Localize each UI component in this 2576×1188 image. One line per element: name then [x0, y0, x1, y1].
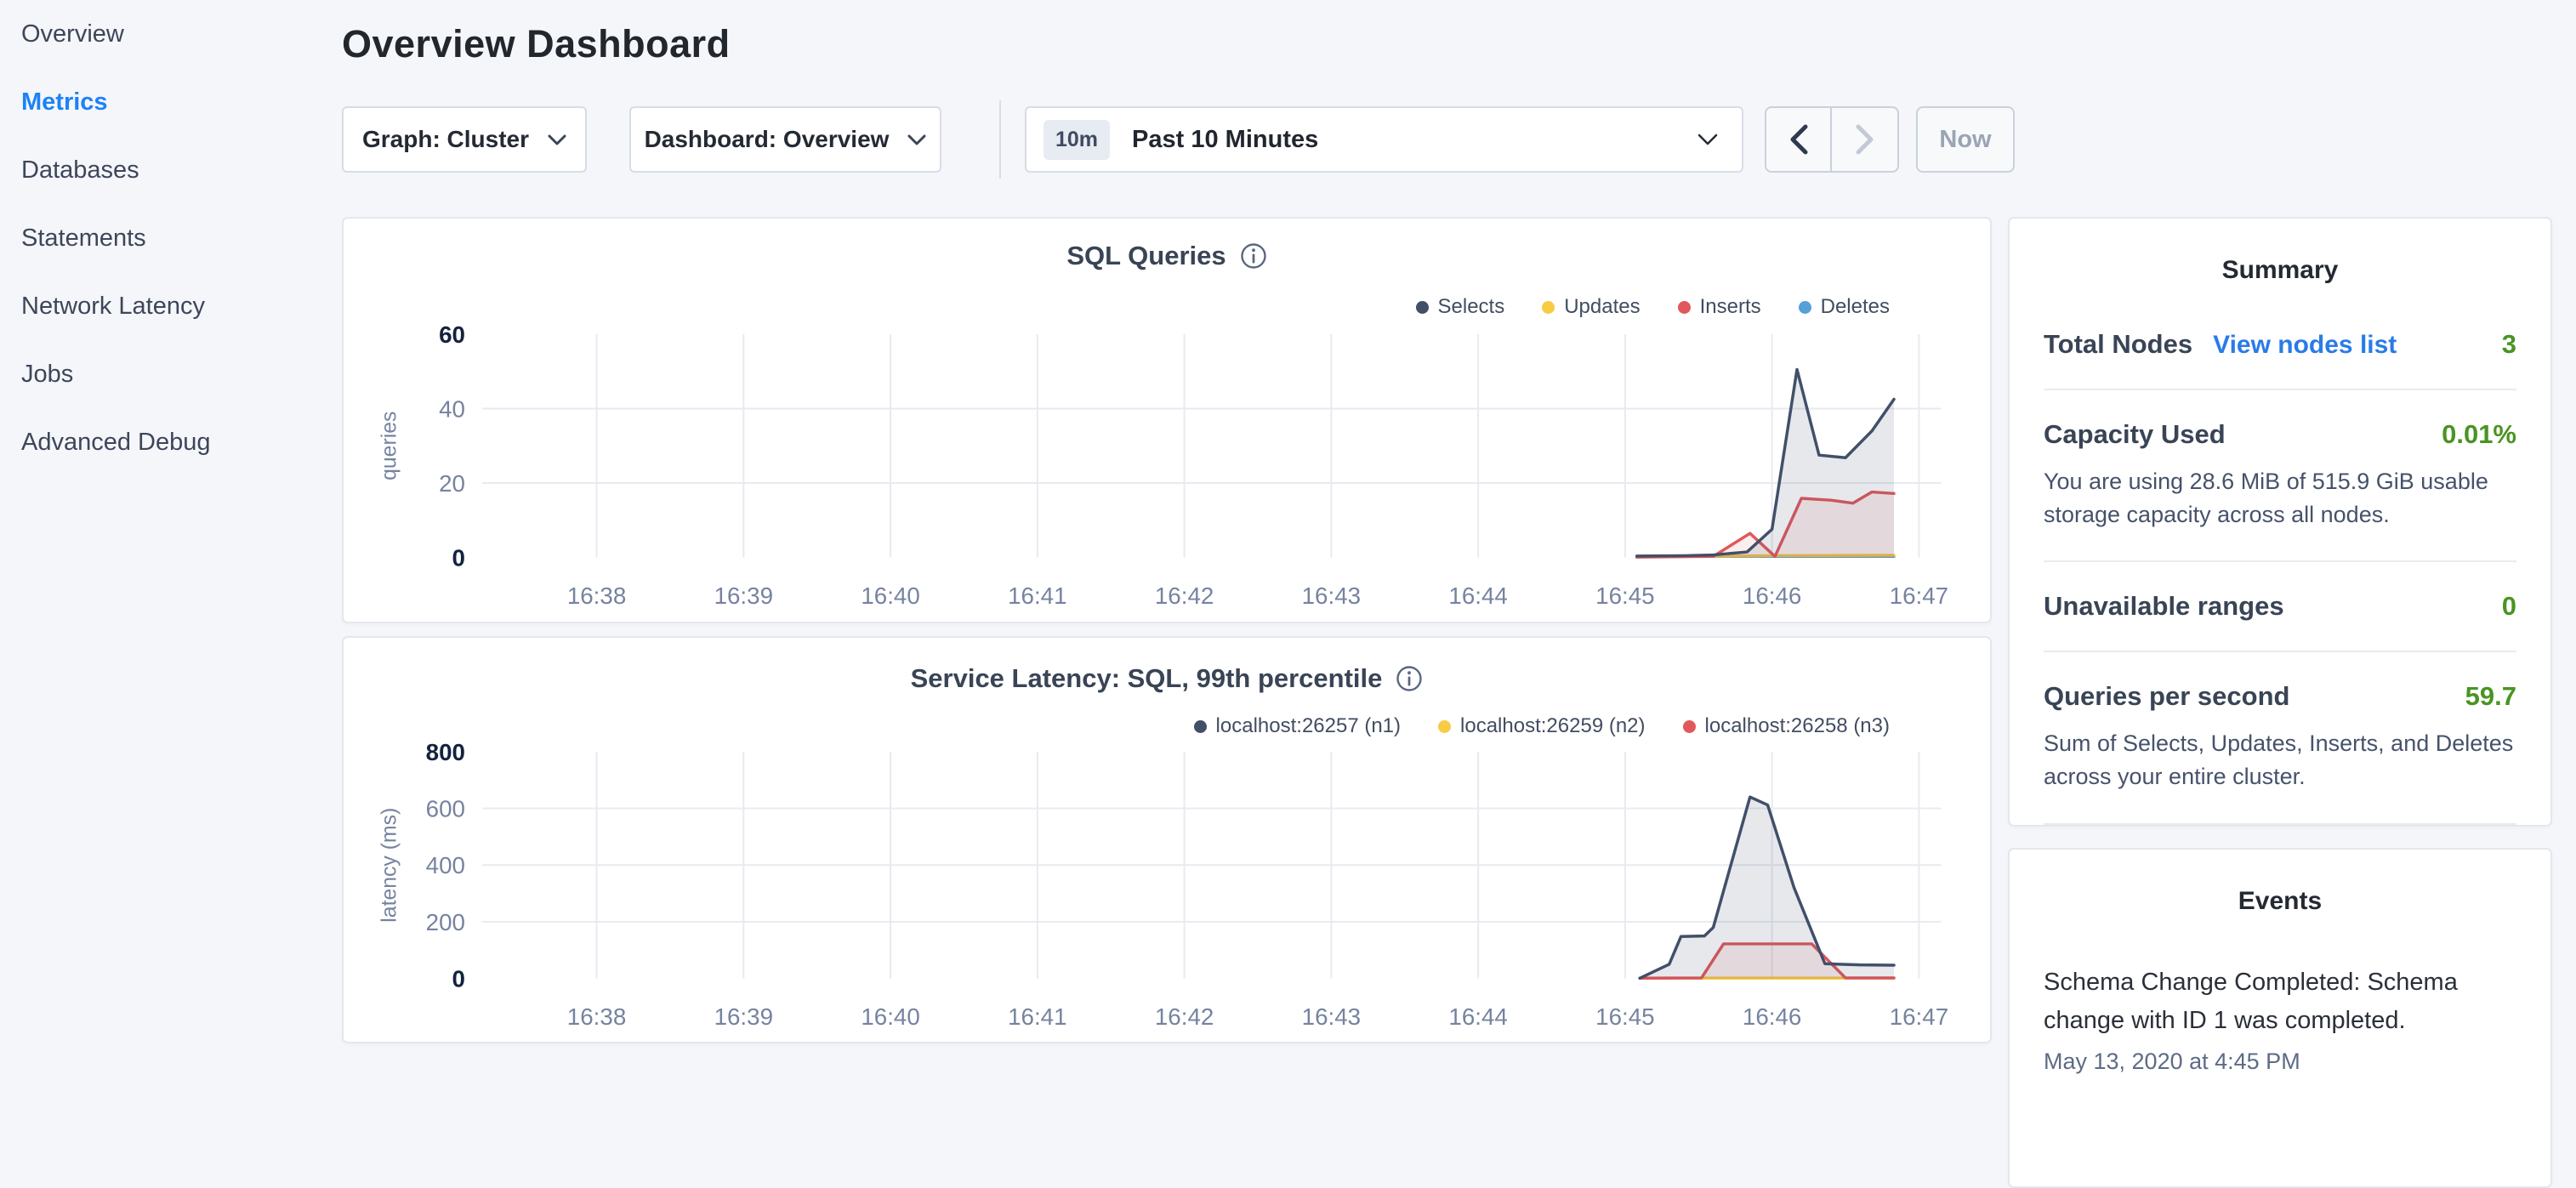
- events-title: Events: [2010, 850, 2550, 916]
- svg-text:200: 200: [426, 909, 465, 935]
- dashboard-dropdown-label: Dashboard: Overview: [645, 126, 890, 153]
- chevron-down-icon: [548, 134, 566, 145]
- chevron-down-icon: [907, 134, 926, 145]
- svg-text:16:41: 16:41: [1008, 583, 1066, 609]
- queries-per-second-value: 59.7: [2465, 681, 2516, 712]
- sidebar-item-advanced-debug[interactable]: Advanced Debug: [21, 408, 211, 476]
- queries-per-second-description: Sum of Selects, Updates, Inserts, and De…: [2044, 727, 2516, 793]
- svg-text:latency (ms): latency (ms): [378, 808, 401, 923]
- event-timestamp: May 13, 2020 at 4:45 PM: [2044, 1049, 2516, 1075]
- chevron-right-icon: [1856, 124, 1874, 155]
- svg-text:16:38: 16:38: [567, 1003, 626, 1030]
- summary-row-total-nodes: Total Nodes View nodes list 3: [2044, 329, 2516, 360]
- controls-divider: [999, 100, 1001, 179]
- divider: [2044, 389, 2516, 390]
- svg-text:16:43: 16:43: [1302, 583, 1361, 609]
- svg-text:16:39: 16:39: [714, 1003, 773, 1030]
- sidebar-item-databases[interactable]: Databases: [21, 136, 139, 204]
- unavailable-ranges-value: 0: [2502, 591, 2516, 622]
- summary-row-queries-per-second: Queries per second 59.7 Sum of Selects, …: [2044, 681, 2516, 793]
- capacity-used-description: You are using 28.6 MiB of 515.9 GiB usab…: [2044, 465, 2516, 531]
- time-step-forward-button[interactable]: [1832, 108, 1897, 171]
- svg-text:400: 400: [426, 852, 465, 878]
- svg-text:16:39: 16:39: [714, 583, 773, 609]
- now-button[interactable]: Now: [1916, 106, 2015, 173]
- summary-panel: Summary Total Nodes View nodes list 3 Ca…: [2008, 217, 2552, 827]
- capacity-used-value: 0.01%: [2442, 419, 2516, 450]
- svg-text:16:46: 16:46: [1743, 1003, 1801, 1030]
- svg-text:800: 800: [426, 739, 465, 765]
- time-step-back-button[interactable]: [1766, 108, 1832, 171]
- time-range-badge: 10m: [1043, 120, 1110, 160]
- svg-text:16:42: 16:42: [1155, 1003, 1214, 1030]
- svg-text:0: 0: [452, 966, 465, 992]
- svg-text:16:41: 16:41: [1008, 1003, 1066, 1030]
- svg-text:0: 0: [452, 545, 465, 571]
- divider: [2044, 823, 2516, 825]
- svg-text:60: 60: [439, 321, 465, 348]
- divider: [2044, 560, 2516, 562]
- summary-title: Summary: [2010, 219, 2550, 285]
- total-nodes-value: 3: [2502, 329, 2516, 360]
- svg-text:16:46: 16:46: [1743, 583, 1801, 609]
- time-range-label: Past 10 Minutes: [1132, 126, 1697, 154]
- divider: [2044, 651, 2516, 652]
- page-title: Overview Dashboard: [342, 22, 731, 66]
- sidebar-item-overview[interactable]: Overview: [21, 0, 124, 68]
- svg-text:queries: queries: [378, 412, 401, 480]
- svg-text:16:44: 16:44: [1448, 1003, 1507, 1030]
- svg-text:20: 20: [439, 470, 465, 497]
- svg-text:600: 600: [426, 795, 465, 821]
- sidebar-item-network-latency[interactable]: Network Latency: [21, 272, 205, 340]
- service-latency-plot[interactable]: 16:38 16:39 16:40 16:41 16:42 16:43 16:44 16:45…: [344, 638, 1990, 1042]
- svg-text:16:45: 16:45: [1595, 1003, 1654, 1030]
- svg-text:16:43: 16:43: [1302, 1003, 1361, 1030]
- sidebar-item-jobs[interactable]: Jobs: [21, 340, 73, 408]
- summary-row-capacity-used: Capacity Used 0.01% You are using 28.6 M…: [2044, 419, 2516, 531]
- graph-scope-dropdown-label: Graph: Cluster: [362, 126, 529, 153]
- graph-scope-dropdown[interactable]: Graph: Cluster: [342, 106, 587, 173]
- svg-text:40: 40: [439, 395, 465, 422]
- service-latency-chart-card: Service Latency: SQL, 99th percentile lo…: [342, 636, 1992, 1043]
- event-list-item[interactable]: Schema Change Completed: Schema change w…: [2044, 963, 2516, 1075]
- sidebar-item-statements[interactable]: Statements: [21, 204, 146, 272]
- svg-text:16:42: 16:42: [1155, 583, 1214, 609]
- chevron-down-icon: [1697, 134, 1718, 145]
- svg-text:16:40: 16:40: [861, 583, 919, 609]
- time-range-selector[interactable]: 10m Past 10 Minutes: [1025, 106, 1743, 173]
- events-panel: Events Schema Change Completed: Schema c…: [2008, 848, 2552, 1188]
- time-step-buttons: [1765, 106, 1899, 173]
- event-message: Schema Change Completed: Schema change w…: [2044, 963, 2516, 1040]
- svg-text:16:38: 16:38: [567, 583, 626, 609]
- summary-row-unavailable-ranges: Unavailable ranges 0: [2044, 591, 2516, 622]
- svg-text:16:45: 16:45: [1595, 583, 1654, 609]
- svg-text:16:40: 16:40: [861, 1003, 919, 1030]
- svg-text:16:44: 16:44: [1448, 583, 1507, 609]
- view-nodes-list-link[interactable]: View nodes list: [2213, 331, 2397, 360]
- chevron-left-icon: [1789, 124, 1808, 155]
- sql-queries-chart-card: SQL Queries Selects Updates Inserts Dele…: [342, 217, 1992, 623]
- sidebar-item-metrics[interactable]: Metrics: [21, 68, 108, 136]
- dashboard-dropdown[interactable]: Dashboard: Overview: [629, 106, 941, 173]
- svg-text:16:47: 16:47: [1890, 583, 1948, 609]
- sidebar: Overview Metrics Databases Statements Ne…: [0, 0, 328, 1051]
- svg-text:16:47: 16:47: [1890, 1003, 1948, 1030]
- sql-queries-plot[interactable]: 16:38 16:39 16:40 16:41 16:42 16:43 16:44 16:45…: [344, 219, 1990, 622]
